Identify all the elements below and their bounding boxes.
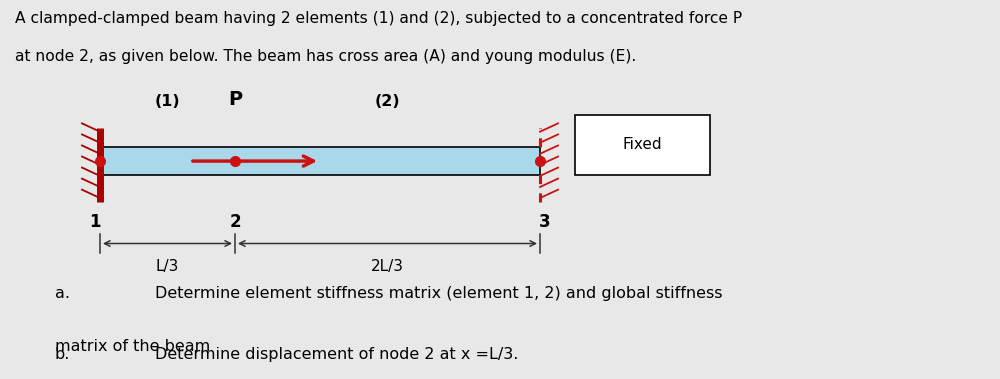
Text: L/3: L/3 bbox=[156, 258, 179, 274]
Text: 2L/3: 2L/3 bbox=[371, 258, 404, 274]
Text: matrix of the beam: matrix of the beam bbox=[55, 339, 210, 354]
FancyBboxPatch shape bbox=[575, 114, 710, 175]
Text: 3: 3 bbox=[539, 213, 551, 231]
Text: (1): (1) bbox=[155, 94, 180, 109]
Text: A clamped-clamped beam having 2 elements (1) and (2), subjected to a concentrate: A clamped-clamped beam having 2 elements… bbox=[15, 11, 742, 27]
Bar bbox=[100, 147, 540, 175]
Text: Determine element stiffness matrix (element 1, 2) and global stiffness: Determine element stiffness matrix (elem… bbox=[155, 286, 722, 301]
Text: P: P bbox=[228, 90, 242, 109]
Text: at node 2, as given below. The beam has cross area (A) and young modulus (E).: at node 2, as given below. The beam has … bbox=[15, 49, 636, 64]
Text: a.: a. bbox=[55, 286, 70, 301]
Text: 1: 1 bbox=[89, 213, 101, 231]
Text: Determine displacement of node 2 at x =L/3.: Determine displacement of node 2 at x =L… bbox=[155, 347, 518, 362]
Text: (2): (2) bbox=[375, 94, 400, 109]
Text: Fixed: Fixed bbox=[623, 138, 662, 152]
Text: b.: b. bbox=[55, 347, 70, 362]
Text: 2: 2 bbox=[229, 213, 241, 231]
